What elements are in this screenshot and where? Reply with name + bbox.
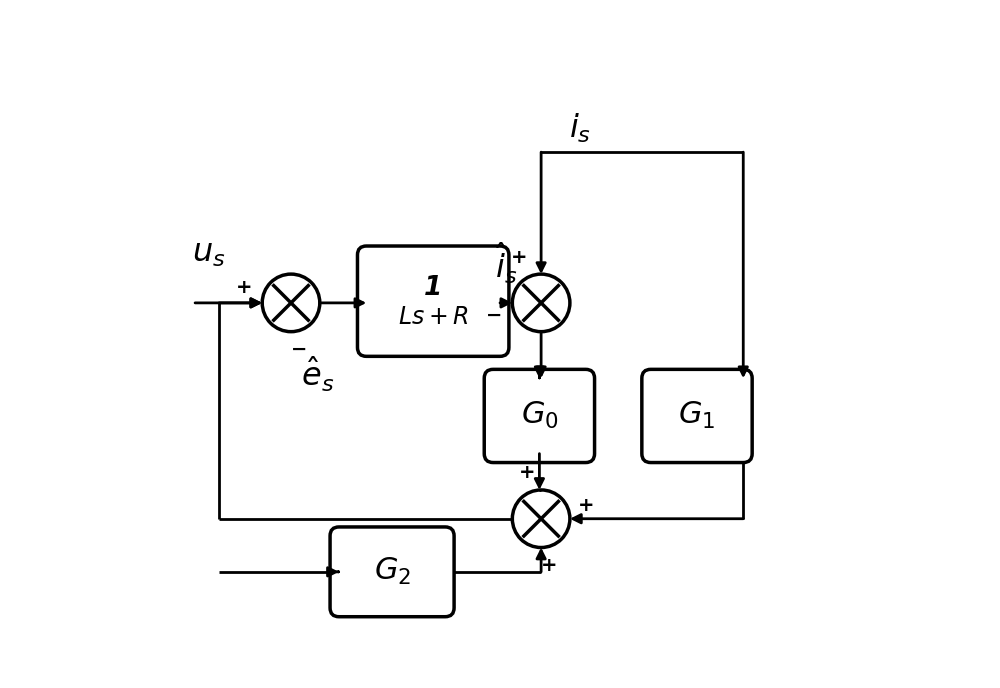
Text: $G_0$: $G_0$ bbox=[521, 400, 558, 431]
Text: +: + bbox=[511, 248, 527, 267]
Text: $u_s$: $u_s$ bbox=[192, 237, 225, 268]
Text: $Ls+R$: $Ls+R$ bbox=[398, 305, 469, 329]
FancyBboxPatch shape bbox=[642, 369, 752, 462]
Text: +: + bbox=[235, 279, 252, 297]
Text: $G_1$: $G_1$ bbox=[678, 400, 716, 431]
Text: +: + bbox=[519, 463, 536, 482]
Text: $G_2$: $G_2$ bbox=[374, 557, 411, 588]
FancyBboxPatch shape bbox=[484, 369, 595, 462]
Text: −: − bbox=[486, 305, 502, 325]
Text: $i_s$: $i_s$ bbox=[569, 112, 591, 145]
Text: +: + bbox=[578, 495, 595, 515]
FancyBboxPatch shape bbox=[330, 527, 454, 616]
FancyBboxPatch shape bbox=[357, 246, 509, 356]
Text: −: − bbox=[291, 340, 307, 359]
Text: 1: 1 bbox=[424, 275, 442, 301]
Text: $\hat{e}_s$: $\hat{e}_s$ bbox=[301, 354, 334, 394]
Text: $\hat{i}_s$: $\hat{i}_s$ bbox=[495, 240, 517, 286]
Text: +: + bbox=[541, 556, 558, 574]
